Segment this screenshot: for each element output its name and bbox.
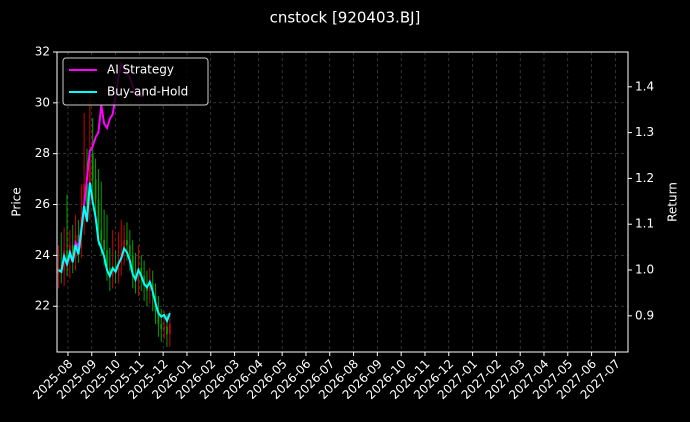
candle-body xyxy=(86,184,88,205)
candle-body xyxy=(143,275,145,286)
candle-body xyxy=(103,240,105,251)
y2-tick-label: 1.4 xyxy=(635,79,654,93)
y2-tick-label: 1.1 xyxy=(635,217,654,231)
candle-body xyxy=(108,268,111,276)
legend-box xyxy=(62,57,209,106)
y-axis-label: Price xyxy=(10,187,24,216)
candle-body xyxy=(137,268,140,281)
y-tick-label: 32 xyxy=(35,45,50,59)
chart-title: cnstock [920403.BJ] xyxy=(270,9,421,27)
y2-axis-label: Return xyxy=(666,182,680,222)
y-tick-label: 30 xyxy=(35,95,50,109)
series-line xyxy=(57,182,171,324)
candle-body xyxy=(148,283,151,291)
candle-body xyxy=(163,326,165,330)
candle-body xyxy=(166,326,168,335)
candle-body xyxy=(91,153,94,180)
candle-body xyxy=(114,265,117,271)
candle-body xyxy=(123,240,125,253)
y2-tick-label: 1.0 xyxy=(635,263,654,277)
y-tick-label: 26 xyxy=(35,197,50,211)
candle-body xyxy=(157,311,160,325)
candle-body xyxy=(126,240,128,246)
candle-body xyxy=(140,268,143,276)
candle-body xyxy=(106,250,108,269)
y-tick-label: 28 xyxy=(35,146,50,160)
candle-body xyxy=(131,255,134,274)
y2-tick-label: 1.2 xyxy=(635,171,654,185)
legend: AI Strategy Buy-and-Hold xyxy=(62,57,209,106)
y2-tick-label: 0.9 xyxy=(635,308,654,322)
y-tick-label: 22 xyxy=(35,299,50,313)
legend-label: Buy-and-Hold xyxy=(107,85,188,99)
candle-body xyxy=(88,153,91,205)
candle-body xyxy=(66,250,68,261)
candle-body xyxy=(168,324,171,335)
plot-frame xyxy=(56,51,629,353)
candle-body xyxy=(128,245,131,256)
candle-body xyxy=(97,199,100,230)
candle-body xyxy=(100,229,103,241)
candle-body xyxy=(71,245,74,258)
candle-body xyxy=(94,179,97,200)
y2-tick-label: 1.3 xyxy=(635,125,654,139)
y-tick-label: 24 xyxy=(35,248,50,262)
legend-label: AI Strategy xyxy=(107,63,174,77)
candle-body xyxy=(160,324,163,330)
